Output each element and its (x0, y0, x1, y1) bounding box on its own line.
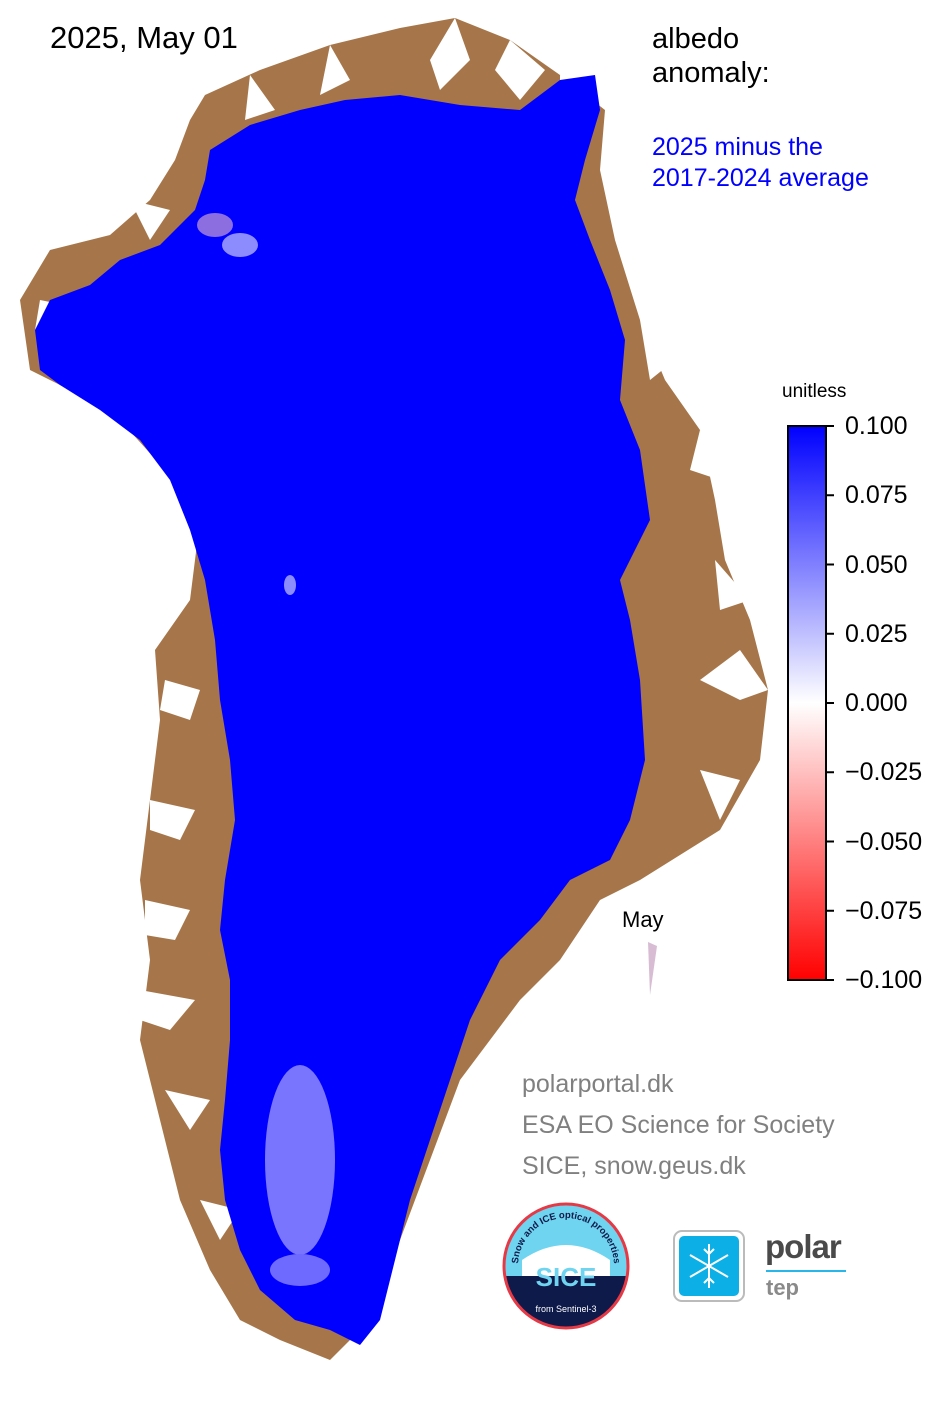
map-title: albedo anomaly: (652, 22, 770, 90)
anomaly-description: 2025 minus the 2017-2024 average (652, 132, 869, 194)
tep-wordmark: tep (766, 1275, 799, 1300)
colorbar-unit: unitless (782, 381, 847, 402)
colorbar-tick-label: 0.050 (845, 550, 908, 579)
snowflake-icon (673, 1230, 745, 1302)
credit-esa: ESA EO Science for Society (522, 1111, 835, 1139)
anomaly-desc-line1: 2025 minus the (652, 133, 823, 161)
colorbar-tick-label: −0.100 (845, 966, 923, 994)
polartep-divider (766, 1270, 846, 1272)
sice-logo: Snow and ICE optical properties SICE fro… (502, 1202, 630, 1330)
near-zero-patches (197, 213, 335, 1286)
colorbar-tick-label: −0.075 (845, 896, 923, 925)
may-label: May (622, 907, 664, 932)
colorbar-tick-label: 0.100 (845, 412, 908, 440)
colorbar-ticks (826, 425, 834, 981)
anomaly-desc-line2: 2017-2024 average (652, 164, 869, 192)
may-marker (648, 942, 657, 995)
polar-wordmark: polar (765, 1228, 842, 1265)
map-title-line1: albedo (652, 23, 740, 55)
ice-sheet (35, 75, 650, 1345)
colorbar-tick-label: −0.025 (845, 758, 923, 787)
map-title-line2: anomaly: (652, 57, 770, 89)
sice-bottom-text: from Sentinel-3 (535, 1304, 596, 1314)
colorbar (787, 425, 827, 981)
colorbar-tick-label: 0.025 (845, 619, 908, 648)
credit-sice: SICE, snow.geus.dk (522, 1152, 746, 1180)
sice-name: SICE (536, 1262, 597, 1292)
credit-polarportal: polarportal.dk (522, 1070, 674, 1098)
date-title: 2025, May 01 (50, 20, 238, 55)
colorbar-tick-label: −0.050 (845, 827, 923, 856)
colorbar-tick-label: 0.075 (845, 481, 908, 510)
credits: polarportal.dk ESA EO Science for Societ… (522, 1064, 835, 1187)
colorbar-tick-label: 0.000 (845, 689, 908, 717)
